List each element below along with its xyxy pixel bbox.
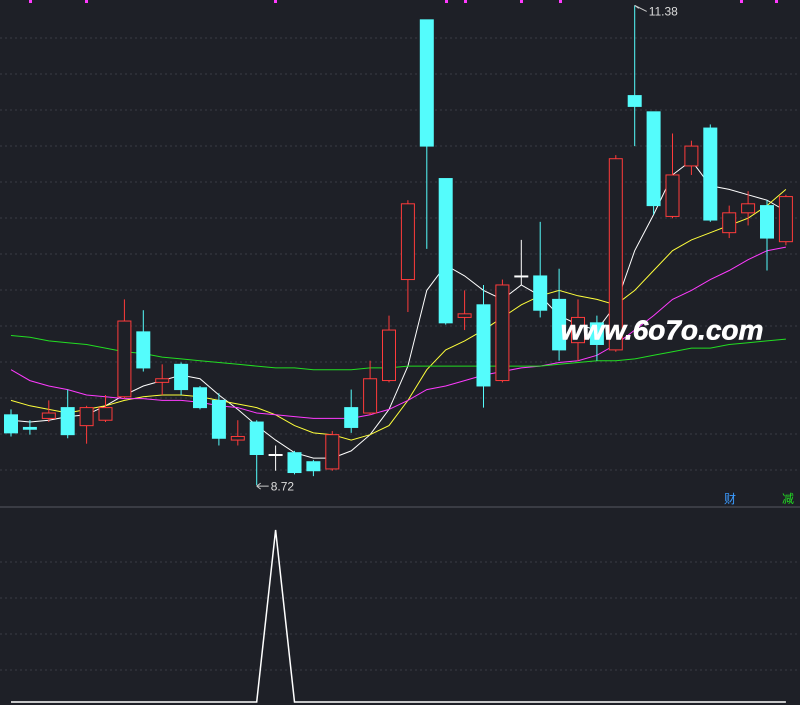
candle-body [4, 414, 18, 434]
marker [274, 0, 277, 3]
low-label: 8.72 [271, 479, 295, 493]
candle-body [514, 275, 529, 278]
moving-average-line [10, 159, 787, 459]
candle-body [136, 331, 151, 369]
candle-body [117, 320, 132, 398]
candle-body [22, 426, 37, 430]
moving-average-line [10, 189, 787, 441]
candle-body [230, 435, 245, 441]
candle-body [646, 111, 661, 207]
marker [85, 0, 88, 3]
candle-body [419, 19, 434, 147]
candle-body [552, 298, 567, 351]
candle-body [60, 407, 75, 436]
candle-body [703, 127, 718, 221]
leader [634, 4, 647, 12]
candle-body [627, 95, 642, 107]
candle-body [41, 412, 56, 419]
candle-body [363, 378, 378, 414]
candle-body [741, 203, 756, 214]
marker [559, 0, 562, 3]
watermark: www.6o7o.com [561, 314, 764, 345]
candle-body [155, 378, 170, 383]
marker [520, 0, 523, 3]
candle-body [306, 461, 321, 472]
candle-body [193, 387, 207, 409]
candle-body [476, 304, 491, 387]
candle-body [174, 363, 189, 391]
candle-body [665, 174, 680, 217]
candle-body [722, 212, 737, 234]
candle-body [287, 452, 302, 474]
candle-body [268, 454, 283, 456]
badge: 财 [724, 492, 736, 506]
candle-body [571, 316, 585, 344]
candle-body [325, 434, 340, 470]
candle-body [98, 407, 113, 421]
candle-body [589, 322, 604, 345]
candle-body [457, 313, 472, 318]
moving-average-line [10, 246, 786, 419]
indicator-line [11, 529, 786, 703]
marker [464, 0, 467, 3]
candle-body [778, 196, 793, 243]
marker [29, 0, 32, 3]
high-label: 11.38 [649, 5, 678, 19]
candle-body [608, 158, 623, 351]
marker [740, 0, 743, 3]
grid [0, 37, 800, 671]
candle-body [400, 203, 415, 281]
candle-body [438, 178, 453, 324]
candle-body [211, 399, 226, 439]
candle-body [344, 407, 359, 428]
candle-body [495, 284, 510, 382]
top-markers [29, 0, 778, 3]
candle-body [79, 407, 94, 427]
badge: 减 [782, 492, 794, 506]
candle-body [249, 421, 264, 455]
candle-body [382, 329, 396, 382]
marker [775, 0, 778, 3]
candle-body [533, 275, 548, 311]
candle-body [760, 205, 774, 239]
marker [445, 0, 448, 3]
leader [256, 482, 269, 490]
candle-body [684, 145, 699, 167]
